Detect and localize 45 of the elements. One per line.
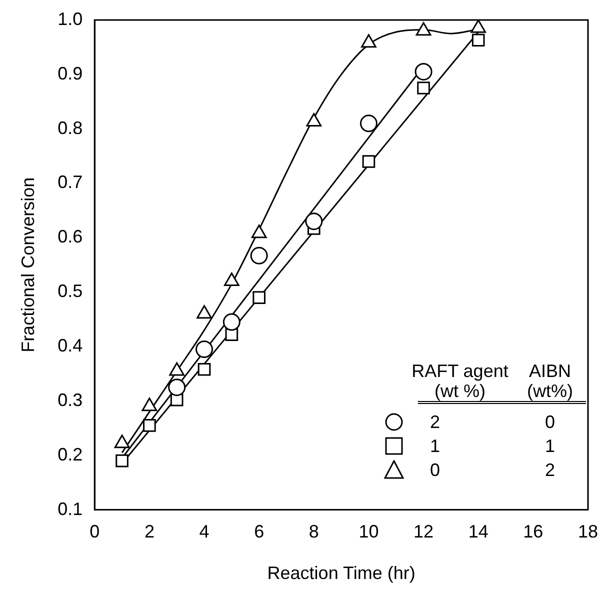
- point: [143, 419, 156, 432]
- y-tick-label: 1.0: [58, 8, 83, 29]
- point: [116, 454, 128, 468]
- y-tick-label: 0.4: [58, 336, 83, 356]
- x-tick-label: 0: [90, 522, 100, 542]
- annotation: 0: [544, 410, 556, 434]
- y-tick-label: 0.5: [58, 281, 83, 302]
- point: [472, 34, 485, 47]
- y-tick-label: 0.8: [58, 118, 83, 138]
- x-tick-label: 8: [308, 522, 319, 542]
- point: [362, 155, 376, 168]
- point: [417, 82, 430, 94]
- point: [414, 62, 432, 80]
- legend-title: RAFT agent (wt %): [410, 360, 510, 401]
- y-tick-label: 0.1: [58, 498, 83, 519]
- y-tick-label: 0.7: [58, 172, 83, 192]
- annotation: AIBN (wt%): [526, 360, 574, 402]
- x-tick-label: 14: [468, 522, 488, 542]
- point: [470, 20, 486, 33]
- x-axis-title: Reaction Time (hr): [267, 563, 416, 584]
- x-tick-label: 12: [414, 522, 434, 542]
- point: [222, 313, 240, 331]
- legend-label: 0: [428, 458, 441, 482]
- y-axis-title: Fractional Conversion: [18, 177, 38, 352]
- point: [305, 212, 323, 230]
- y-tick-label: 0.2: [58, 444, 83, 464]
- x-tick-label: 4: [199, 522, 210, 542]
- point: [198, 362, 211, 376]
- annotation: 2: [544, 458, 556, 482]
- x-tick-label: 2: [144, 522, 154, 542]
- annotation: 1: [544, 434, 556, 458]
- point: [252, 291, 266, 304]
- point: [360, 114, 378, 132]
- x-tick-label: 10: [358, 522, 379, 542]
- point: [196, 340, 214, 358]
- legend-label: 2: [428, 410, 441, 434]
- y-tick-label: 0.9: [58, 63, 83, 84]
- x-tick-label: 6: [254, 522, 264, 542]
- x-tick-label: 18: [578, 522, 598, 542]
- y-tick-label: 0.6: [58, 226, 83, 247]
- x-tick-label: 16: [523, 522, 544, 542]
- legend-label: 1: [428, 434, 441, 458]
- point: [168, 378, 186, 396]
- y-tick-label: 0.3: [58, 390, 83, 410]
- point: [250, 246, 268, 264]
